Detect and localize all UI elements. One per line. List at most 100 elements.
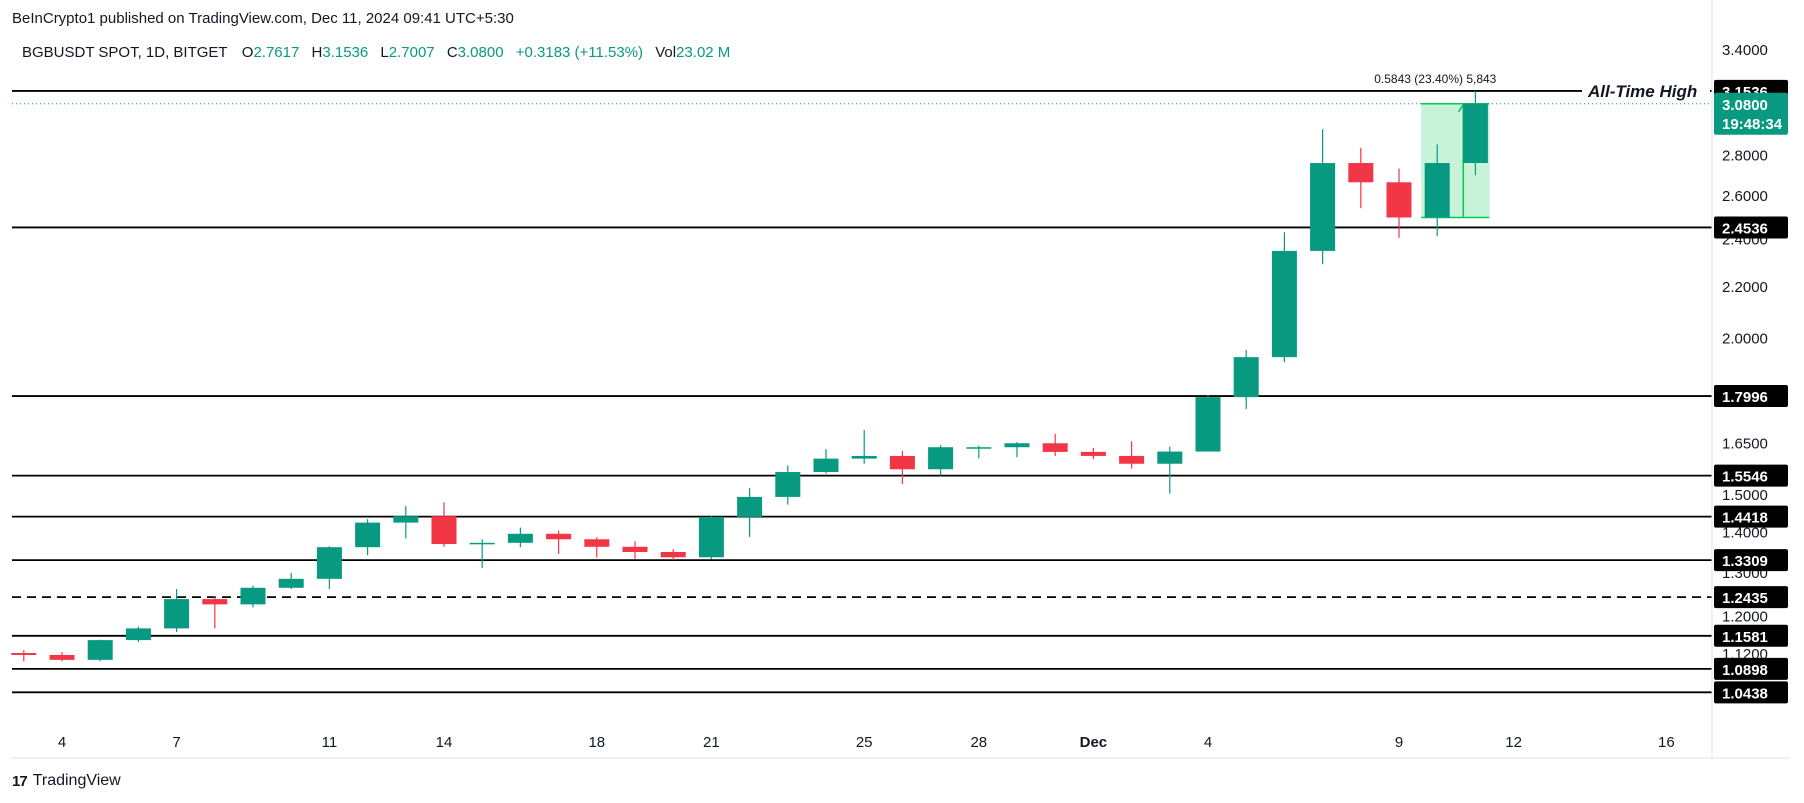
candle-body-down <box>202 599 228 605</box>
candle-body-down <box>1119 455 1145 464</box>
candle-body-down <box>889 455 915 470</box>
candle-body-up <box>355 522 381 548</box>
candle-body-down <box>1348 163 1374 183</box>
candle-body-down <box>11 653 37 655</box>
candle-body-up <box>469 542 495 545</box>
candle-body-up <box>125 628 151 641</box>
level-price-label: 2.4536 <box>1722 220 1768 237</box>
y-tick-label: 3.4000 <box>1722 42 1768 59</box>
candle-body-down <box>431 516 457 545</box>
x-tick-label: 21 <box>703 734 720 751</box>
candle-body-down <box>1386 182 1412 218</box>
x-tick-label: 25 <box>856 734 873 751</box>
x-tick-label: 7 <box>172 734 180 751</box>
price-labels: All-Time High 3.15362.45361.79961.55461.4… <box>1582 78 1788 704</box>
candle-body-up <box>164 599 190 629</box>
x-tick-label: 4 <box>1204 734 1212 751</box>
candle-body-up <box>87 640 113 660</box>
candle-body-up <box>1233 357 1259 398</box>
candle-body-up <box>1424 163 1450 218</box>
open-value: 2.7617 <box>253 44 300 61</box>
level-price-badge <box>1714 657 1788 680</box>
candle-body-up <box>737 496 763 517</box>
candle-body-up <box>1157 451 1183 464</box>
y-tick-label: 1.4000 <box>1722 525 1768 542</box>
low-label: L <box>380 44 389 61</box>
candle-body-up <box>1271 250 1297 358</box>
candle-body-up <box>775 472 801 497</box>
x-tick-label: 4 <box>58 734 66 751</box>
candle-body-up <box>393 516 419 523</box>
candle-body-down <box>584 539 610 547</box>
high-label: H <box>311 44 323 61</box>
candle-body-up <box>813 458 839 473</box>
level-price-badge <box>1714 385 1788 408</box>
candle-body-up <box>1195 397 1221 452</box>
y-tick-label: 2.8000 <box>1722 148 1768 165</box>
x-tick-label: 28 <box>970 734 987 751</box>
high-value: 3.1536 <box>322 44 369 61</box>
volume-value: 23.02 M <box>676 44 731 61</box>
candle-body-up <box>278 578 304 588</box>
candle-body-down <box>622 546 648 553</box>
candle-body-down <box>1080 451 1106 456</box>
candle-body-up <box>316 547 342 579</box>
candle-body-up <box>851 455 877 459</box>
candle-body-up <box>1462 103 1488 164</box>
candle-body-up <box>240 587 266 605</box>
x-tick-label: 11 <box>322 734 338 751</box>
tradingview-footer: 17 TradingView <box>12 772 121 790</box>
level-price-badge <box>1714 549 1788 572</box>
level-price-label: 1.7996 <box>1722 389 1768 406</box>
current-price-label: 3.0800 <box>1722 97 1768 114</box>
x-tick-label: 18 <box>588 734 605 751</box>
level-price-label: 1.3309 <box>1722 553 1768 570</box>
tradingview-brand: TradingView <box>32 772 121 789</box>
y-tick-label: 2.0000 <box>1722 331 1768 348</box>
ath-label-bg <box>1582 78 1710 103</box>
close-value: 3.0800 <box>457 44 504 61</box>
level-price-badge <box>1714 624 1788 647</box>
x-tick-label: 9 <box>1395 734 1403 751</box>
x-tick-label: 12 <box>1505 734 1522 751</box>
level-price-badge <box>1714 464 1788 487</box>
level-price-label: 1.0438 <box>1722 685 1768 702</box>
x-tick-label: 14 <box>436 734 453 751</box>
current-price-badge <box>1714 92 1788 135</box>
level-price-label: 1.0898 <box>1722 662 1768 679</box>
measure-readout: 0.5843 (23.40%) 5,843 <box>1374 72 1496 86</box>
candle-body-up <box>1310 163 1336 251</box>
y-tick-label: 1.5000 <box>1722 487 1768 504</box>
symbol-name: BGBUSDT SPOT, 1D, BITGET <box>22 44 228 61</box>
change-value: +0.3183 (+11.53%) <box>515 44 644 61</box>
y-tick-label: 1.2000 <box>1722 608 1768 625</box>
level-price-label: 1.5546 <box>1722 469 1768 486</box>
level-price-badge <box>1714 681 1788 704</box>
candle-body-up <box>1004 443 1030 448</box>
publisher-line: BeInCrypto1 published on TradingView.com… <box>12 10 514 27</box>
countdown-label: 19:48:34 <box>1722 116 1783 133</box>
horizontal-levels <box>12 90 1712 694</box>
level-price-badge <box>1714 216 1788 239</box>
candle-body-down <box>660 552 686 558</box>
candles <box>11 90 1488 662</box>
tradingview-logo-icon: 17 <box>12 772 28 790</box>
y-tick-label: 2.6000 <box>1722 188 1768 205</box>
axes: 3.40003.00002.80002.60002.40002.20002.00… <box>12 0 1790 759</box>
candle-body-down <box>1042 443 1068 452</box>
low-value: 2.7007 <box>388 44 435 61</box>
candle-body-down <box>49 654 75 660</box>
ath-label: All-Time High <box>1587 82 1697 101</box>
level-price-label: 1.1581 <box>1722 629 1768 646</box>
y-tick-label: 2.2000 <box>1722 279 1768 296</box>
open-label: O <box>241 44 254 61</box>
level-price-label: 1.2435 <box>1722 590 1768 607</box>
level-price-badge <box>1714 505 1788 528</box>
close-label: C <box>446 44 458 61</box>
level-price-badge <box>1714 586 1788 609</box>
level-price-label: 1.4418 <box>1722 510 1768 527</box>
x-tick-label: Dec <box>1080 734 1108 751</box>
candle-body-up <box>698 516 724 558</box>
x-tick-label: 16 <box>1658 734 1675 751</box>
